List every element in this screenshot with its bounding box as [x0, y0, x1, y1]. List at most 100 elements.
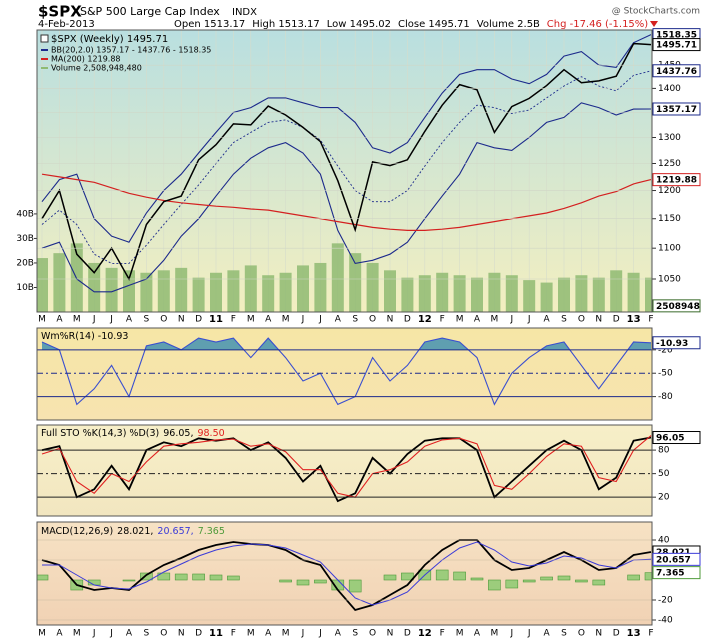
y-tick-label: -80: [658, 392, 673, 402]
value-tag-label: 7.365: [656, 569, 684, 579]
legend-value: 20.657,: [157, 526, 193, 537]
y-tick-label: -50: [658, 369, 673, 379]
value-tag-label: 2508948: [656, 302, 700, 312]
x-tick-label: D: [404, 315, 411, 325]
volume-bar: [384, 270, 396, 312]
date: 4-Feb-2013: [38, 19, 95, 30]
y-tick-label: 1400: [658, 84, 681, 94]
histogram-bar: [627, 574, 640, 581]
x-tick-label: M: [491, 315, 499, 325]
x-tick-label: M: [491, 629, 499, 639]
value-tag: [652, 336, 701, 350]
panel-title: Full STO %K(14,3) %D(3) 96.05, 98.50: [41, 428, 225, 439]
x-tick-label: N: [178, 315, 185, 325]
x-tick-label: S: [352, 315, 358, 325]
x-tick-label: A: [265, 315, 272, 325]
volume-bar: [123, 270, 135, 312]
y-tick-label: 1200: [658, 186, 681, 196]
x-tick-label: 12: [418, 628, 432, 639]
volume-bar: [575, 275, 588, 312]
x-tick-label: N: [595, 315, 602, 325]
histogram-bar: [348, 579, 362, 593]
x-tick-label: M: [282, 315, 290, 325]
volume-bar: [627, 272, 640, 312]
x-tick-label: F: [231, 629, 236, 639]
x-tick-label: O: [160, 629, 167, 639]
histogram-bar: [505, 579, 519, 589]
x-tick-label: M: [38, 629, 46, 639]
x-tick-label: A: [544, 629, 551, 639]
x-tick-label: M: [247, 629, 255, 639]
panel-plot: [41, 337, 652, 406]
x-tick-label: O: [160, 315, 167, 325]
quote-field: High 1513.17: [252, 19, 320, 30]
x-tick-label: D: [195, 315, 202, 325]
quote-field: Open 1513.17: [174, 19, 245, 30]
x-tick-label: N: [387, 315, 394, 325]
legend-value: 98.50: [197, 428, 224, 439]
x-tick-label: A: [335, 629, 342, 639]
value-tag: [652, 552, 701, 566]
x-tick-label: M: [38, 315, 46, 325]
x-tick-label: A: [474, 629, 481, 639]
x-tick-label: A: [56, 315, 63, 325]
x-tick-label: F: [648, 629, 653, 639]
histogram-bar: [192, 573, 205, 581]
down-arrow: [650, 21, 658, 27]
volume-bar: [37, 258, 48, 312]
y-tick-label: 80: [658, 446, 670, 456]
price-line: [41, 42, 652, 281]
histogram-bar: [592, 579, 606, 586]
volume-bar: [279, 272, 292, 312]
x-tick-label: 11: [209, 314, 223, 325]
volume-bar: [210, 272, 222, 312]
panel-title: Wm%R(14) -10.93: [41, 331, 128, 342]
histogram-bar: [383, 574, 397, 581]
panel-background: [37, 30, 652, 312]
panel-background: [37, 522, 652, 625]
value-tag-label: 1518.35: [656, 31, 697, 41]
x-tick-label: D: [195, 629, 202, 639]
volume-tick-label: 20B: [16, 258, 34, 268]
x-tick-label: O: [578, 629, 585, 639]
value-tag-label: 96.05: [656, 434, 684, 444]
volume-bar: [157, 270, 170, 312]
security-name: S&P 500 Large Cap Index: [80, 5, 220, 18]
histogram-bar: [227, 575, 240, 581]
x-tick-label: M: [73, 629, 81, 639]
x-tick-label: O: [369, 315, 376, 325]
volume-bar: [436, 272, 449, 312]
x-tick-label: S: [561, 315, 567, 325]
x-tick-label: M: [282, 629, 290, 639]
x-tick-label: A: [56, 629, 63, 639]
x-tick-label: M: [247, 315, 255, 325]
x-tick-label: S: [352, 629, 358, 639]
y-tick-label: -20: [658, 596, 673, 606]
panel-title: $SPX (Weekly) 1495.71: [51, 34, 168, 45]
legend-label: BB(20,2.0) 1357.17 - 1437.76 - 1518.35: [51, 46, 211, 55]
value-tag-label: 1495.71: [656, 41, 697, 51]
panel-title-text: MACD(12,26,9): [41, 526, 113, 537]
x-tick-label: O: [369, 629, 376, 639]
value-tag: [652, 299, 701, 313]
value-tag: [652, 102, 701, 116]
legend-value: 7.365: [198, 526, 225, 537]
histogram-bar: [37, 574, 49, 581]
value-tag: [652, 173, 701, 187]
moving-average: [41, 173, 652, 231]
x-tick-label: M: [456, 315, 464, 325]
x-tick-label: S: [561, 629, 567, 639]
x-tick-label: F: [648, 315, 653, 325]
x-tick-label: D: [404, 629, 411, 639]
value-tag: [652, 431, 701, 445]
volume-bar: [140, 272, 153, 312]
exchange: INDX: [232, 7, 257, 18]
panel-plot: [37, 30, 652, 312]
volume-bar: [331, 243, 344, 312]
volume-bar: [610, 270, 623, 312]
panel-title: MACD(12,26,9) 28.021, 20.657, 7.365: [41, 526, 225, 537]
x-tick-label: S: [144, 629, 150, 639]
y-tick-label: -20: [658, 345, 673, 355]
histogram-bar: [174, 573, 188, 581]
